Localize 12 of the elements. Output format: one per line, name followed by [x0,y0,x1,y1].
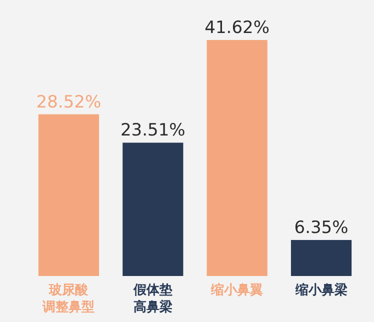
bar [38,114,100,276]
x-tick-label: 玻尿酸调整鼻型 [42,282,95,315]
x-tick-label: 缩小鼻翼 [210,282,264,298]
data-label: 41.62% [204,18,270,38]
x-tick-label: 假体垫高鼻梁 [132,283,172,315]
data-label: 28.52% [36,92,102,112]
bar [206,40,268,276]
data-label: 6.35% [294,218,348,238]
x-tick-label: 缩小鼻梁 [294,282,348,298]
data-label: 23.51% [120,120,186,141]
bar [122,142,184,276]
bar [290,240,352,276]
